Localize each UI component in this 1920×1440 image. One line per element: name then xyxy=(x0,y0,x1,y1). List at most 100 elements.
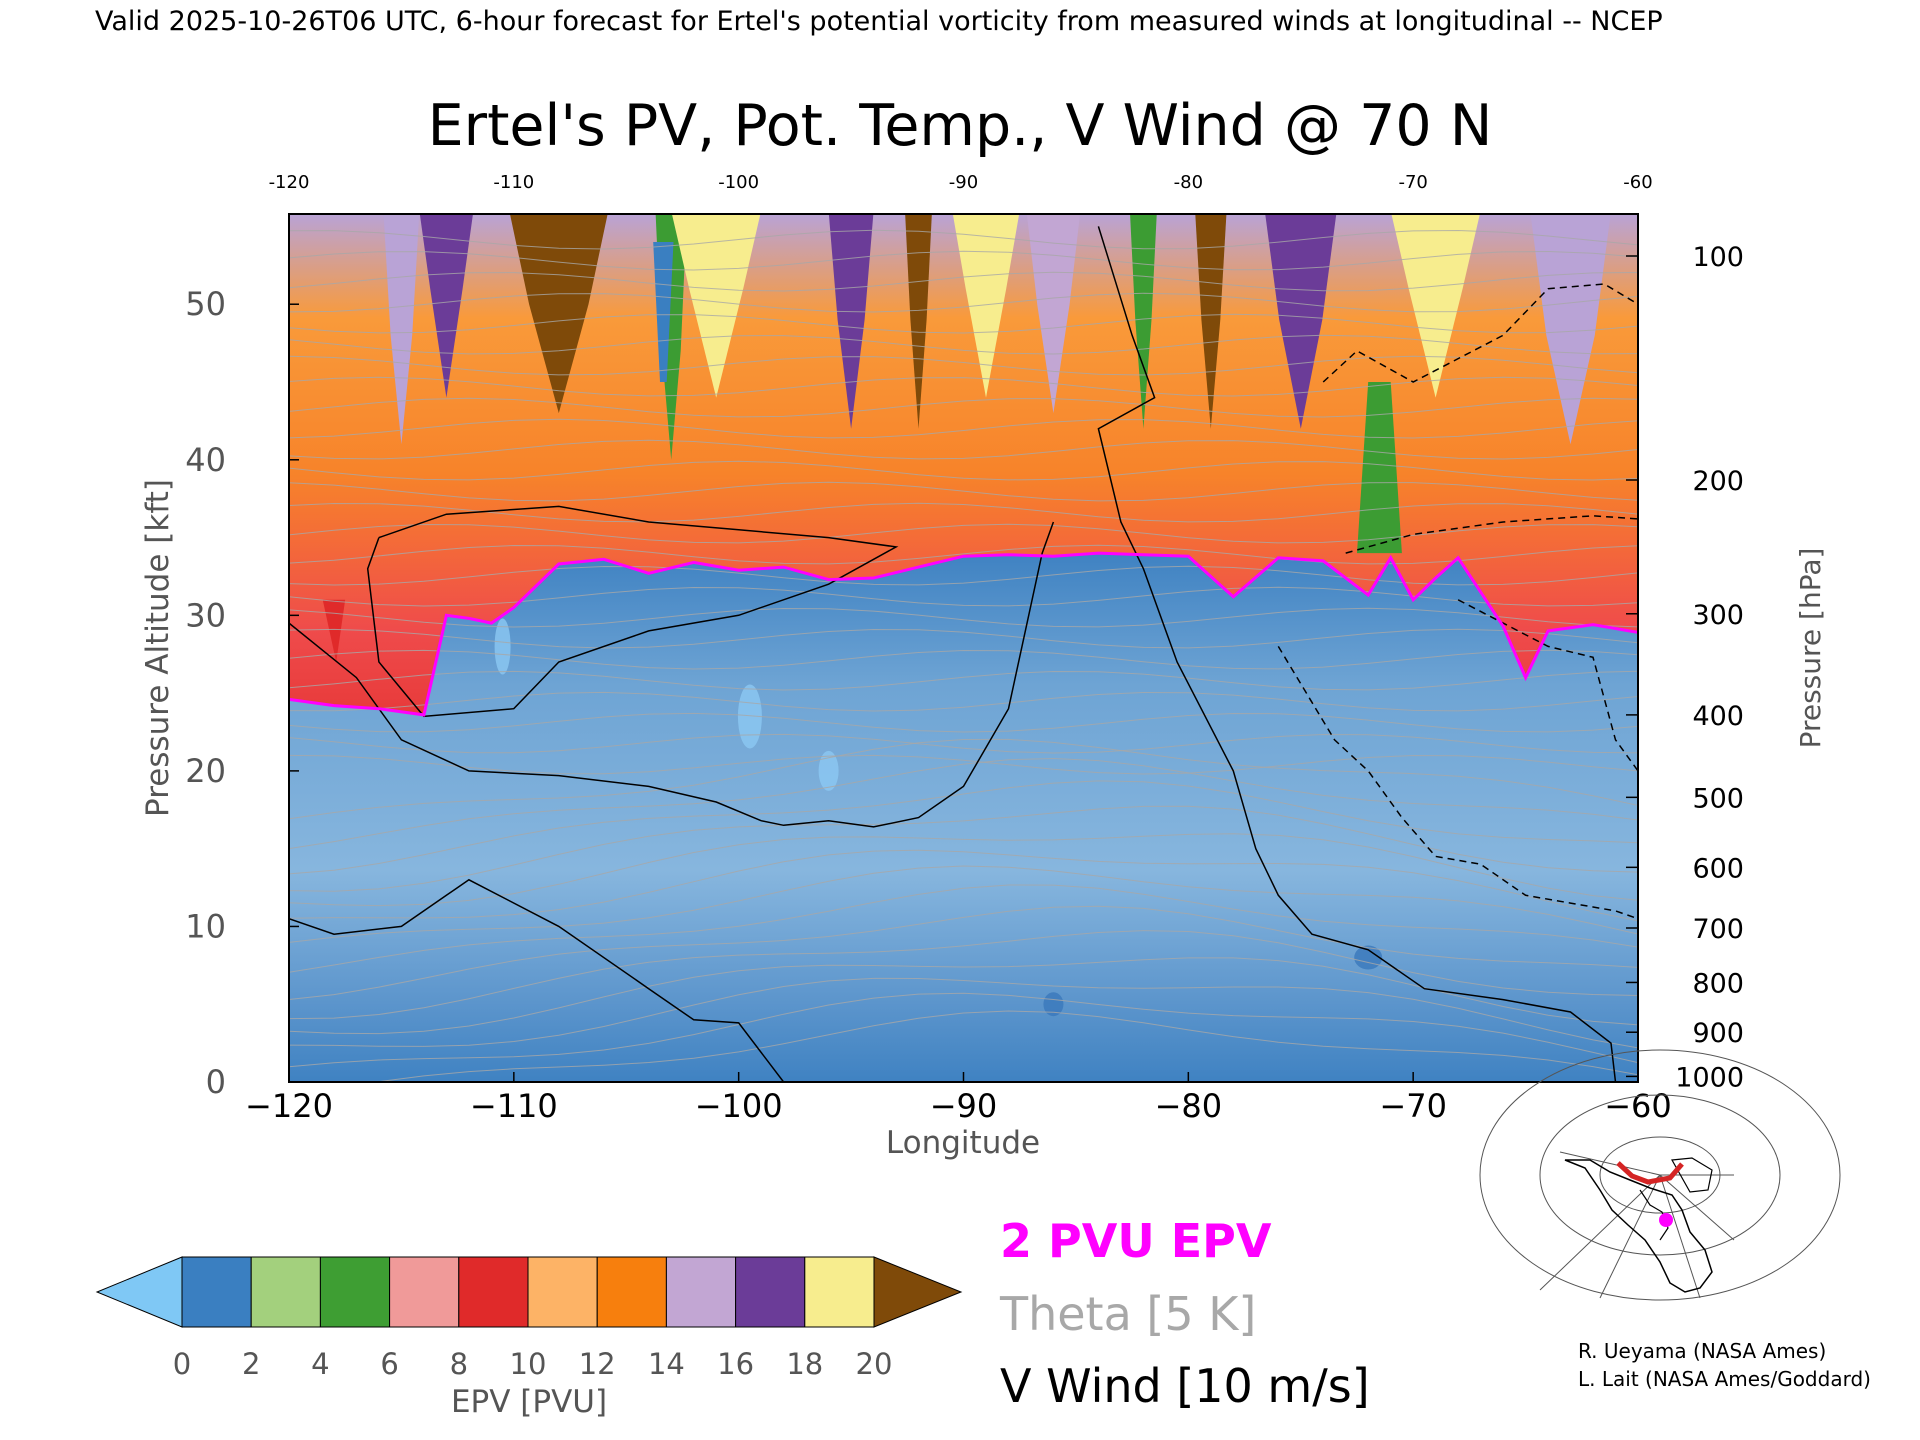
trop-patch-2 xyxy=(818,750,839,791)
pv-spike-10 xyxy=(1195,214,1227,429)
pv-spike-2 xyxy=(509,214,608,414)
theta-contour-9 xyxy=(289,833,1638,907)
colorbar-tick-10: 20 xyxy=(856,1347,893,1381)
theta-contour-3 xyxy=(289,957,1638,1035)
legend-theta: Theta [5 K] xyxy=(999,1287,1256,1341)
trop-patch-4 xyxy=(1043,992,1064,1017)
colorbar-tick-8: 16 xyxy=(717,1347,754,1381)
theta-contour-36 xyxy=(289,292,1638,313)
colorbar-segment-5 xyxy=(527,1256,598,1328)
theta-contour-5 xyxy=(289,905,1638,1000)
v-wind-contour-3 xyxy=(1097,226,1617,1082)
stratosphere-features xyxy=(322,214,1611,662)
theta-contour-14 xyxy=(289,754,1638,775)
x-tick-label-0: −120 xyxy=(245,1087,333,1125)
theta-contour-1 xyxy=(289,992,1638,1068)
top-tick-label-0: -120 xyxy=(269,172,310,193)
colorbar-tick-9: 18 xyxy=(786,1347,823,1381)
pressure-tick-label-6: 700 xyxy=(1692,914,1744,945)
theta-contour-15 xyxy=(289,733,1638,754)
pressure-tick-label-0: 100 xyxy=(1692,242,1744,273)
theta-contour-34 xyxy=(289,334,1638,355)
theta-contour-0 xyxy=(373,1010,1638,1082)
colorbar-under-triangle xyxy=(95,1256,183,1328)
theta-contour-4 xyxy=(289,930,1638,1020)
theta-contour-33 xyxy=(289,355,1638,376)
credit-line-1: R. Ueyama (NASA Ames) xyxy=(1578,1339,1826,1363)
y-tick-label-3: 30 xyxy=(185,596,226,634)
epv-colorbar xyxy=(95,1256,963,1328)
legend-v-wind: V Wind [10 m/s] xyxy=(1000,1359,1370,1413)
v-wind-contour-6 xyxy=(1345,515,1638,554)
colorbar-tick-4: 8 xyxy=(450,1347,468,1381)
theta-contour-10 xyxy=(289,805,1638,892)
pv-fold xyxy=(322,599,346,662)
pv-spike-4 xyxy=(671,214,761,398)
y-axis-label-right: Pressure [hPa] xyxy=(1794,548,1827,749)
colorbar-tick-labels: 0 2 4 6 8 10 12 14 16 18 20 xyxy=(173,1347,893,1381)
colorbar-segment-6 xyxy=(596,1256,667,1328)
theta-contour-11 xyxy=(289,780,1638,875)
v-wind-contour-2 xyxy=(366,505,899,718)
colorbar-over-triangle xyxy=(873,1256,963,1328)
credit-line-2: L. Lait (NASA Ames/Goddard) xyxy=(1578,1367,1871,1391)
theta-contours xyxy=(289,229,1638,1082)
pv-spike-7 xyxy=(952,214,1020,398)
colorbar-segment-9 xyxy=(804,1256,875,1328)
pressure-tick-label-8: 900 xyxy=(1692,1018,1744,1049)
colorbar-tick-7: 14 xyxy=(648,1347,685,1381)
pressure-axis-ticks: 100 200 300 400 500 600 700 800 900 1000 xyxy=(1626,242,1744,1093)
theta-contour-30 xyxy=(289,418,1638,439)
v-wind-contour-0 xyxy=(289,878,785,1082)
legend-2pvu: 2 PVU EPV xyxy=(1000,1214,1272,1268)
pressure-tick-label-1: 200 xyxy=(1692,466,1744,497)
x-tick-label-4: −80 xyxy=(1155,1087,1223,1125)
theta-contour-22 xyxy=(289,586,1638,607)
troposphere-features xyxy=(494,618,1383,1017)
pressure-tick-label-7: 800 xyxy=(1692,968,1744,999)
pv-spike-9 xyxy=(1130,214,1157,429)
pressure-tick-label-2: 300 xyxy=(1692,600,1744,631)
theta-contour-19 xyxy=(289,649,1638,670)
theta-contour-27 xyxy=(289,481,1638,502)
theta-contour-38 xyxy=(289,250,1638,271)
colorbar-tick-2: 4 xyxy=(311,1347,329,1381)
colorbar-tick-0: 0 xyxy=(173,1347,191,1381)
theta-contour-25 xyxy=(289,523,1638,544)
theta-contour-26 xyxy=(289,502,1638,523)
pv-spike-12 xyxy=(1391,214,1480,398)
colorbar-segment-0 xyxy=(181,1256,252,1328)
pv-spike-8 xyxy=(1026,214,1081,414)
y-tick-label-1: 10 xyxy=(185,907,226,945)
pv-spike-6 xyxy=(905,214,932,429)
plot-area xyxy=(289,214,1638,1082)
v-wind-contour-7 xyxy=(1457,599,1638,772)
v-wind-contour-1 xyxy=(289,521,1055,828)
y-tick-label-5: 50 xyxy=(185,285,226,323)
theta-contour-35 xyxy=(289,313,1638,334)
top-axis-ticks: -120 -110 -100 -90 -80 -70 -60 xyxy=(269,172,1653,193)
trop-patch-0 xyxy=(737,684,762,749)
y-axis-ticks: 0 10 20 30 40 50 xyxy=(185,285,299,1101)
pressure-tick-label-4: 500 xyxy=(1692,783,1744,814)
x-tick-label-2: −100 xyxy=(695,1087,783,1125)
colorbar-segment-4 xyxy=(458,1256,529,1328)
colorbar-segment-2 xyxy=(319,1256,391,1328)
theta-contour-29 xyxy=(289,439,1638,460)
theta-contour-12 xyxy=(289,757,1638,850)
colorbar-tick-3: 6 xyxy=(380,1347,398,1381)
x-tick-label-6: −60 xyxy=(1604,1087,1672,1125)
colorbar-tick-6: 12 xyxy=(579,1347,616,1381)
theta-contour-17 xyxy=(289,691,1638,712)
theta-contour-20 xyxy=(289,628,1638,649)
theta-contour-21 xyxy=(289,607,1638,628)
top-tick-label-2: -100 xyxy=(718,172,759,193)
x-tick-label-1: −110 xyxy=(470,1087,558,1125)
pressure-tick-label-5: 600 xyxy=(1692,853,1744,884)
pressure-tick-label-9: 1000 xyxy=(1675,1062,1744,1093)
y-axis-label-left: Pressure Altitude [kft] xyxy=(140,479,176,817)
x-axis-label: Longitude xyxy=(886,1125,1040,1161)
x-axis-ticks: −120 −110 −100 −90 −80 −70 −60 xyxy=(245,1072,1672,1125)
pv-streamer xyxy=(653,242,674,382)
